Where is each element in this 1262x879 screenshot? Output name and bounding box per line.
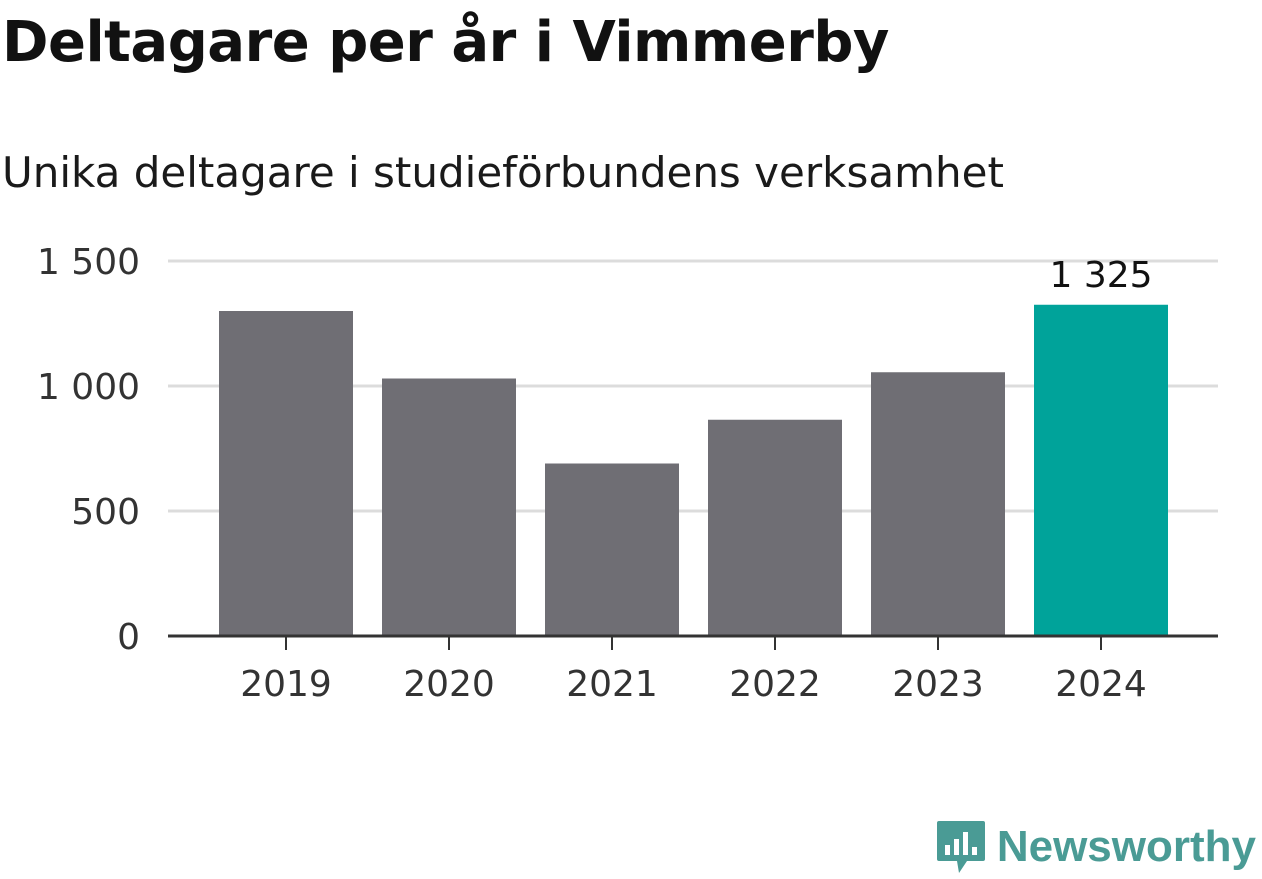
chart-subtitle: Unika deltagare i studieförbundens verks…: [2, 148, 1004, 197]
newsworthy-logo-icon: [936, 821, 985, 873]
y-tick-label: 1 500: [37, 242, 140, 283]
brand-name: Newsworthy: [996, 822, 1256, 871]
bar-2022: [708, 419, 842, 636]
bar-2021: [545, 463, 679, 636]
bar-2019: [219, 311, 353, 636]
x-tick-label: 2019: [240, 664, 332, 705]
bar-2024: [1034, 304, 1168, 636]
x-tick-label: 2020: [403, 664, 495, 705]
y-tick-label: 0: [117, 617, 140, 658]
brand-logo: Newsworthy: [935, 819, 1256, 875]
x-tick-label: 2022: [729, 664, 821, 705]
bar-2020: [382, 378, 516, 636]
x-tick-label: 2023: [892, 664, 984, 705]
data-label: 1 325: [1049, 255, 1152, 296]
x-tick-label: 2021: [566, 664, 658, 705]
bar-2023: [871, 372, 1005, 636]
y-tick-label: 1 000: [37, 367, 140, 408]
x-tick-label: 2024: [1055, 664, 1147, 705]
y-tick-label: 500: [71, 492, 140, 533]
chart-title: Deltagare per år i Vimmerby: [2, 10, 889, 75]
